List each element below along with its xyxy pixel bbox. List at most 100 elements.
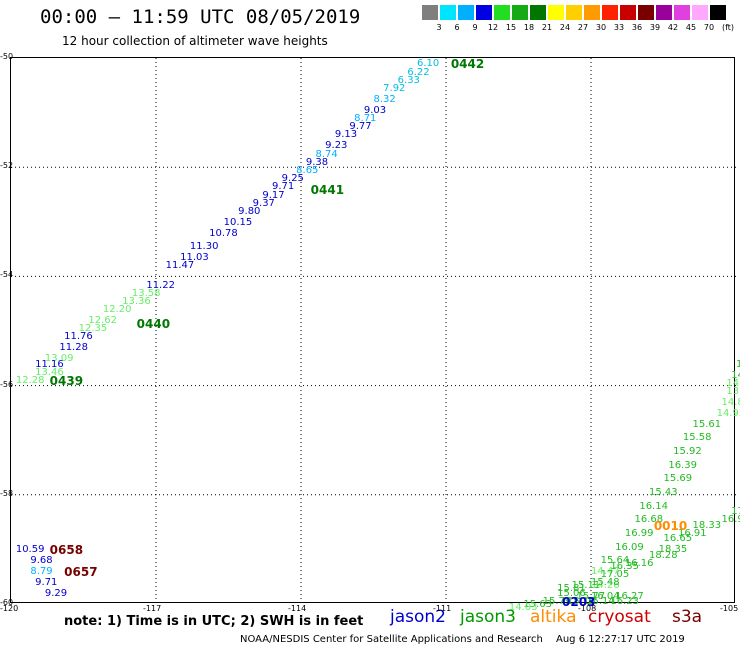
swh-value: 9.29 [44,588,68,600]
swh-value: 9.25 [281,173,304,185]
swh-value: 9.23 [325,140,348,152]
swh-value: 15.77 [576,590,606,602]
swh-value: 16.14 [639,500,668,512]
pass-time-label: 0439 [49,374,84,389]
lat-tick-label: -56 [0,379,14,389]
swh-value: 15.58 [682,432,712,444]
legend-swatch [512,5,528,20]
swh-value: 8.79 [30,566,53,578]
legend-label: 3 [436,23,442,32]
swh-value: 10.78 [209,227,238,239]
legend-swatch [692,5,708,20]
legend-swatch [494,5,510,20]
swh-value: 8.74 [315,148,338,160]
legend-swatch [710,5,726,20]
swh-value: 14.2 [726,377,740,389]
swh-value: 15.48 [591,577,620,589]
swh-value: 9.03 [363,104,387,116]
legend-label: 12 [487,23,499,32]
legend-swatch [602,5,618,20]
swh-value: 16.27 [615,590,644,602]
swh-value: 16.16 [624,558,654,570]
legend-swatch [440,5,456,20]
swh-value: 7.92 [383,83,406,95]
lon-tick-label: -108 [578,604,597,613]
swh-value: 12.35 [78,323,108,335]
pass-time-label: 0657 [64,565,98,580]
legend-label: 27 [577,23,589,32]
swh-value: 8.71 [354,113,377,125]
swh-value: 15.81 [557,582,586,594]
swh-value: 11.03 [180,252,209,264]
swh-value: 16.04 [591,590,620,602]
swh-value: 16.23 [610,596,639,608]
swh-value: 8.32 [373,93,396,105]
swh-value: 14.92 [716,407,740,419]
swh-value: 18.28 [649,549,678,561]
swh-value: 15.16 [566,596,596,608]
swh-value: 6.33 [397,74,420,86]
legend-label: 70 [703,23,715,32]
footer-timestamp: Aug 6 12:27:17 UTC 2019 [556,634,685,645]
map-subtitle: 12 hour collection of altimeter wave hei… [62,34,328,48]
swh-value: 17.05 [600,568,630,580]
legend-swatch [674,5,690,20]
legend-label: 24 [559,23,571,32]
lat-tick-label: -54 [0,270,14,280]
swh-value: 8.65 [296,164,319,176]
legend-swatch [566,5,582,20]
pass-time-label: 0440 [136,316,171,331]
swh-value: 15.92 [673,446,702,458]
swh-value: 15.63 [523,599,552,610]
swh-value: 16.93 [721,514,740,526]
swh-value: 14.26 [591,579,620,591]
swh-value: 16.65 [663,533,693,545]
swh-value: 13.46 [35,366,64,378]
swh-value: 17 [731,506,740,518]
pass-time-label: 0203 [562,595,596,610]
swh-value: 6.10 [417,58,440,70]
pass-time-label: 0658 [49,543,84,558]
legend-label: 18 [523,23,535,32]
lon-tick-label: -114 [288,604,307,613]
legend-label: 45 [685,23,697,32]
swh-value: 13.58 [131,287,161,299]
swh-value: 16.99 [624,528,654,540]
legend-label: 42 [667,23,679,32]
map-plot-area: 6.10 6.22 6.33 7.92 8.32 9.03 8.71 9.77 9.13 9.23… [10,57,740,613]
lon-tick-label: -105 [720,604,739,613]
legend-label: 15 [505,23,517,32]
swh-value: 9.71 [272,181,295,193]
swh-value: 15.14 [586,596,615,608]
swh-value: 6.22 [407,66,430,78]
legend-swatch [458,5,474,20]
lat-tick-label: -58 [0,488,14,498]
lon-tick-label: -117 [143,604,162,613]
legend-unit: (ft) [721,23,735,32]
lon-tick-label: -111 [433,604,452,613]
lat-tick-label: -60 [0,598,14,607]
legend-label: 21 [541,23,553,32]
graticule [11,58,736,604]
legend-swatch [638,5,654,20]
swh-value: 11.30 [189,241,219,253]
swh-value: 13.36 [122,295,151,307]
satellite-name: s3a [672,607,703,627]
legend-swatch [422,5,438,20]
legend-swatch [530,5,546,20]
swh-value: 17 [736,358,740,370]
legend-label: 39 [649,23,661,32]
swh-value: 9.37 [252,197,275,209]
swh-value: 10.15 [223,216,253,228]
legend-label: 36 [631,23,643,32]
swh-value: 9.13 [334,129,358,141]
footer-credit: NOAA/NESDIS Center for Satellite Applica… [240,634,543,645]
map-title: 00:00 – 11:59 UTC 08/05/2019 [40,6,361,28]
lat-tick-label: -50 [0,52,14,61]
swh-value: 15.79 [542,596,572,608]
legend-label: 9 [472,23,478,32]
satellite-name: jason3 [460,607,516,627]
swh-value: 9.80 [238,205,261,217]
units-note: note: 1) Time is in UTC; 2) SWH is in fe… [64,614,364,629]
swh-value: 14.85 [721,396,740,408]
